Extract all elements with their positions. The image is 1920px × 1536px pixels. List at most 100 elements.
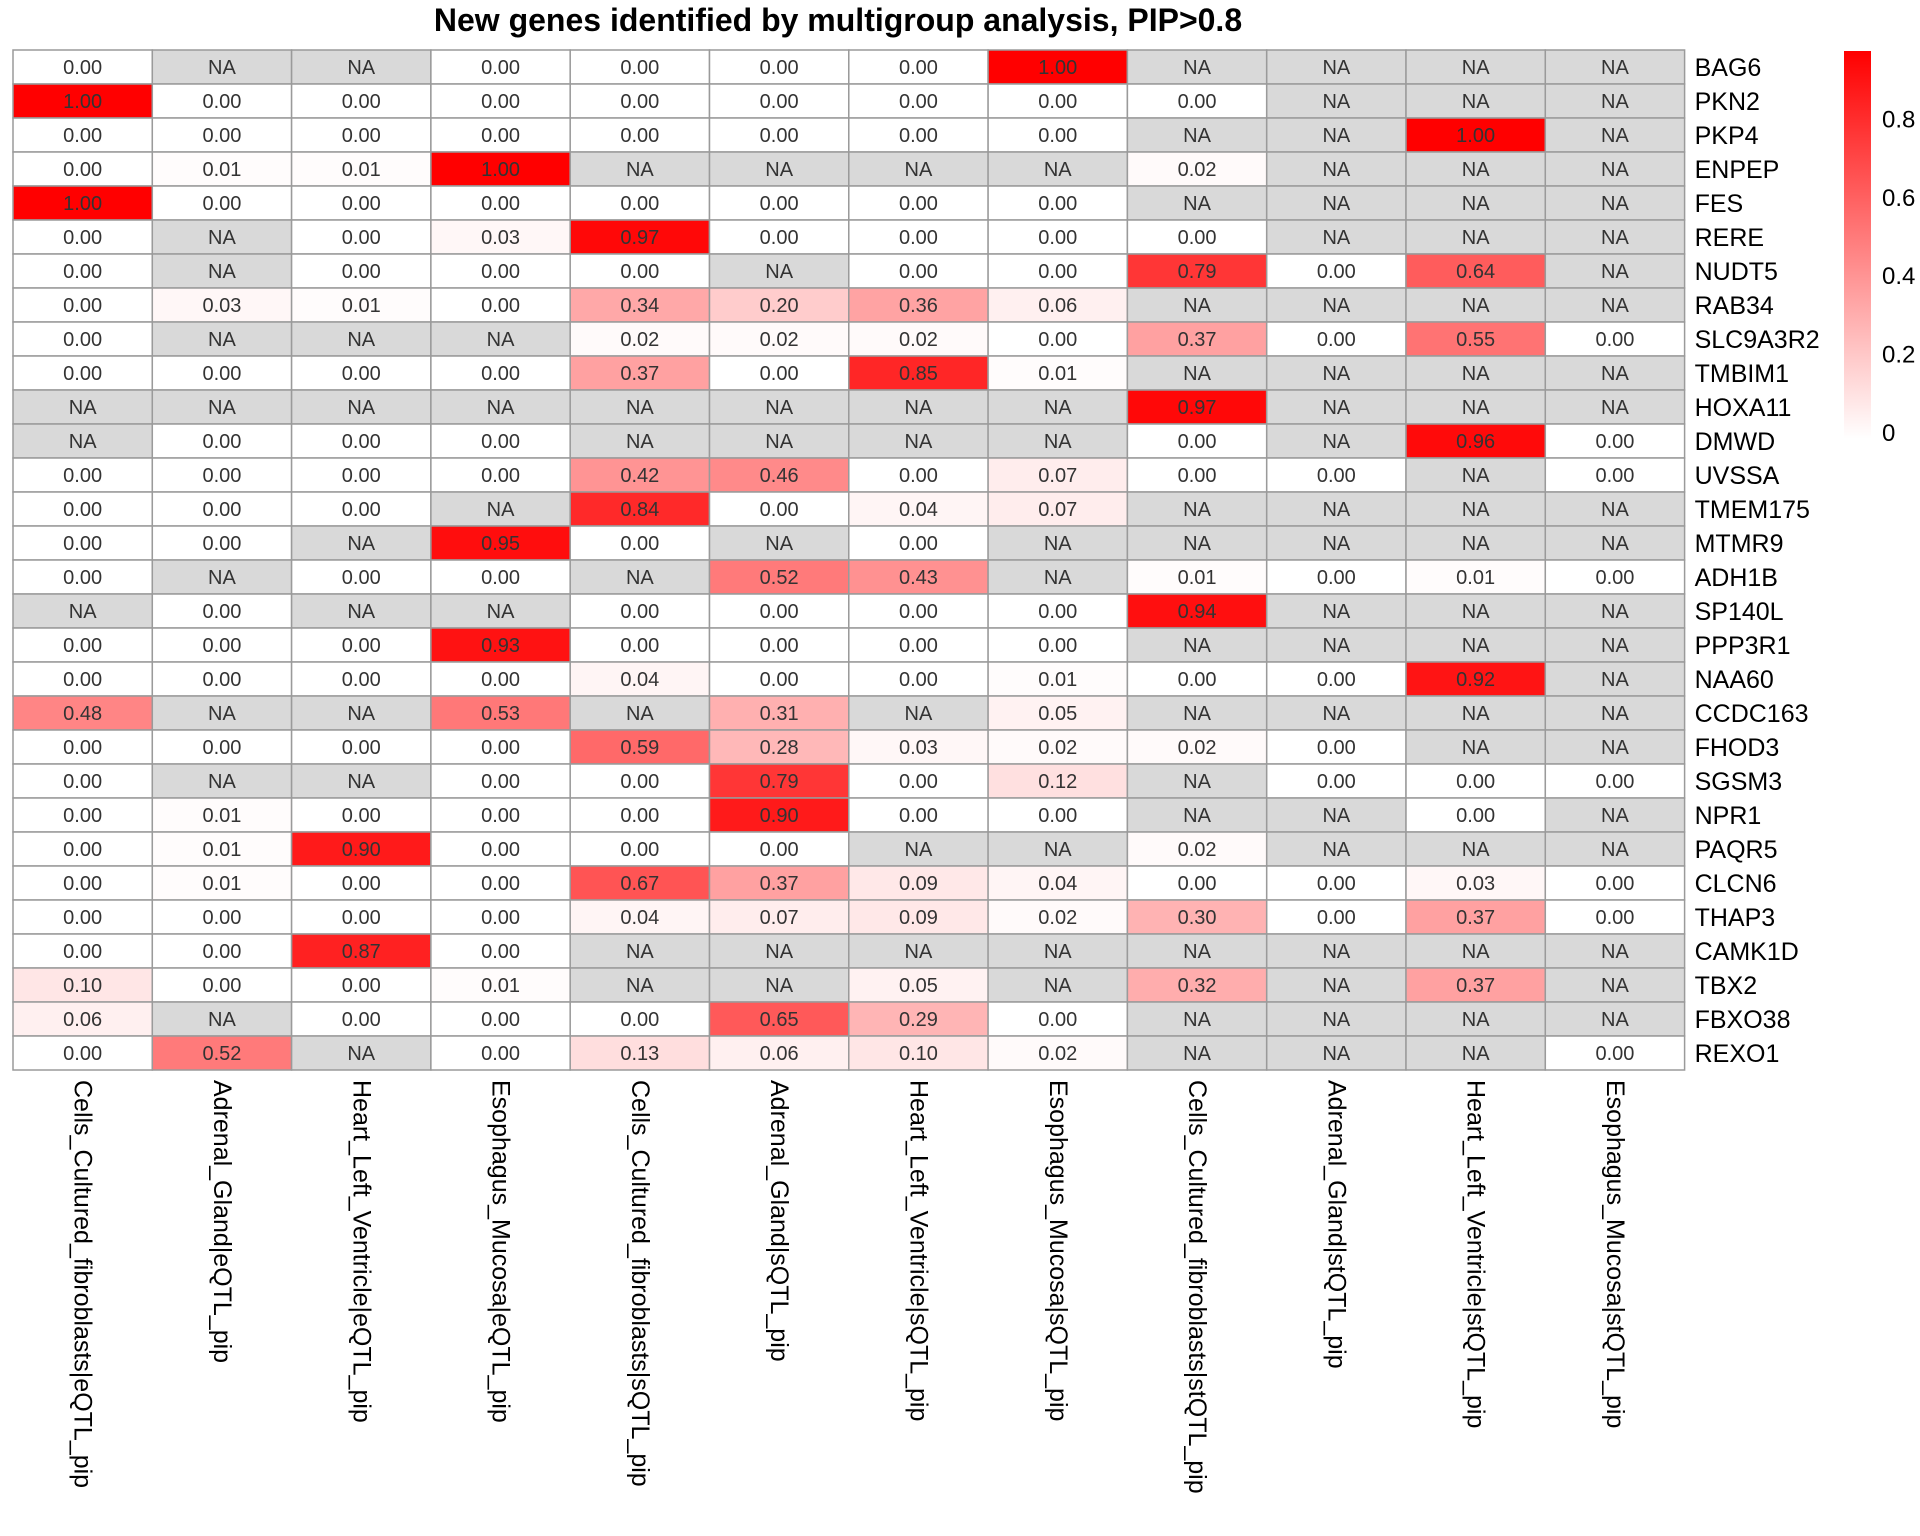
heatmap-cell — [569, 899, 711, 935]
cell-value-label: 0.00 — [342, 465, 381, 487]
heatmap-cell — [430, 593, 571, 629]
cell-value-label: 0.00 — [63, 363, 102, 385]
cell-value-label: NA — [1183, 635, 1211, 657]
cell-value-label: NA — [487, 397, 515, 419]
heatmap-cell — [290, 627, 432, 663]
cell-value-label: 0.00 — [1038, 601, 1077, 623]
heatmap-cell — [430, 219, 571, 255]
heatmap-cell — [1405, 729, 1547, 765]
cell-value-label: 0.02 — [1038, 907, 1077, 929]
heatmap-cell — [569, 1001, 711, 1037]
row-label: RAB34 — [1695, 292, 1774, 320]
cell-value-label: 1.00 — [1038, 57, 1077, 79]
heatmap-cell — [1265, 661, 1407, 697]
column-label: Cells_Cultured_fibroblasts|eQTL_pip — [69, 1080, 97, 1488]
heatmap-cell — [987, 831, 1129, 867]
cell-value-label: 0.00 — [1317, 873, 1356, 895]
heatmap-cell — [569, 729, 711, 765]
cell-value-label: 0.00 — [63, 465, 102, 487]
heatmap-cell — [1405, 457, 1547, 493]
row-label: THAP3 — [1695, 904, 1776, 932]
heatmap-cell — [1265, 151, 1407, 187]
cell-value-label: 0.00 — [1595, 771, 1634, 793]
heatmap-cell — [1405, 389, 1547, 425]
cell-value-label: 0.00 — [1038, 91, 1077, 113]
heatmap-cell — [1544, 355, 1686, 391]
heatmap-cell — [290, 593, 432, 629]
cell-value-label: NA — [905, 941, 933, 963]
heatmap-cell — [151, 899, 293, 935]
cell-value-label: NA — [905, 703, 933, 725]
row-label: FHOD3 — [1695, 734, 1780, 762]
cell-value-label: NA — [1601, 975, 1629, 997]
cell-value-label: 0.01 — [481, 975, 520, 997]
heatmap-cell — [1405, 763, 1547, 799]
cell-value-label: 0.01 — [202, 159, 241, 181]
heatmap-cell — [708, 695, 850, 731]
heatmap-cell — [1265, 525, 1407, 561]
heatmap-cell — [848, 559, 989, 595]
heatmap-cell — [1544, 83, 1686, 119]
cell-value-label: NA — [626, 941, 654, 963]
heatmap-cell — [987, 865, 1129, 901]
cell-value-label: 0.00 — [1178, 465, 1217, 487]
cell-value-label: 0.00 — [899, 601, 938, 623]
cell-value-label: 1.00 — [63, 193, 102, 215]
heatmap-cell — [987, 763, 1129, 799]
cell-value-label: 0.59 — [620, 737, 659, 759]
heatmap-cell — [1265, 593, 1407, 629]
cell-value-label: NA — [1601, 533, 1629, 555]
heatmap-cell — [848, 457, 989, 493]
heatmap-cell — [708, 491, 850, 527]
cell-value-label: NA — [347, 397, 375, 419]
cell-value-label: NA — [1322, 941, 1350, 963]
heatmap-cell — [1544, 763, 1686, 799]
heatmap-cell — [1265, 627, 1407, 663]
cell-value-label: 0.00 — [1317, 669, 1356, 691]
heatmap-cell — [1126, 321, 1268, 357]
column-label: Esophagus_Mucosa|sQTL_pip — [1044, 1080, 1072, 1421]
cell-value-label: 0.00 — [899, 227, 938, 249]
cell-value-label: NA — [1462, 941, 1490, 963]
cell-value-label: NA — [626, 703, 654, 725]
column-label: Cells_Cultured_fibroblasts|sQTL_pip — [626, 1080, 654, 1487]
cell-value-label: 0.00 — [202, 907, 241, 929]
heatmap-cell — [1126, 695, 1268, 731]
heatmap-cell — [430, 1001, 571, 1037]
heatmap-cell — [987, 321, 1129, 357]
cell-value-label: 0.00 — [481, 295, 520, 317]
cell-value-label: NA — [1462, 227, 1490, 249]
cell-value-label: 0.20 — [760, 295, 799, 317]
heatmap-cell — [569, 287, 711, 323]
cell-value-label: 1.00 — [63, 91, 102, 113]
cell-value-label: NA — [1044, 975, 1072, 997]
cell-value-label: NA — [1322, 397, 1350, 419]
cell-value-label: NA — [626, 431, 654, 453]
cell-value-label: NA — [1462, 703, 1490, 725]
cell-value-label: 0.00 — [620, 839, 659, 861]
heatmap-cell — [1265, 729, 1407, 765]
cell-value-label: 0.48 — [63, 703, 102, 725]
cell-value-label: 0.00 — [899, 193, 938, 215]
heatmap-cell — [1405, 967, 1547, 1003]
heatmap-cell — [708, 457, 850, 493]
cell-value-label: 0.37 — [760, 873, 799, 895]
heatmap-cell — [848, 389, 989, 425]
cell-value-label: NA — [1183, 1043, 1211, 1065]
heatmap-cell — [12, 287, 154, 323]
cell-value-label: 0.87 — [342, 941, 381, 963]
cell-value-label: 0.00 — [202, 465, 241, 487]
cell-value-label: 0.00 — [620, 91, 659, 113]
cell-value-label: 0.00 — [481, 261, 520, 283]
cell-value-label: 0.00 — [760, 839, 799, 861]
heatmap-cell — [1405, 661, 1547, 697]
cell-value-label: NA — [1462, 363, 1490, 385]
heatmap-cell — [1126, 1035, 1268, 1071]
heatmap-cell — [848, 1035, 989, 1071]
cell-value-label: 0.00 — [1178, 873, 1217, 895]
cell-value-label: 0.00 — [760, 57, 799, 79]
cell-value-label: 0.00 — [342, 261, 381, 283]
heatmap-cell — [848, 695, 989, 731]
heatmap-cell — [430, 287, 571, 323]
cell-value-label: 0.00 — [63, 125, 102, 147]
